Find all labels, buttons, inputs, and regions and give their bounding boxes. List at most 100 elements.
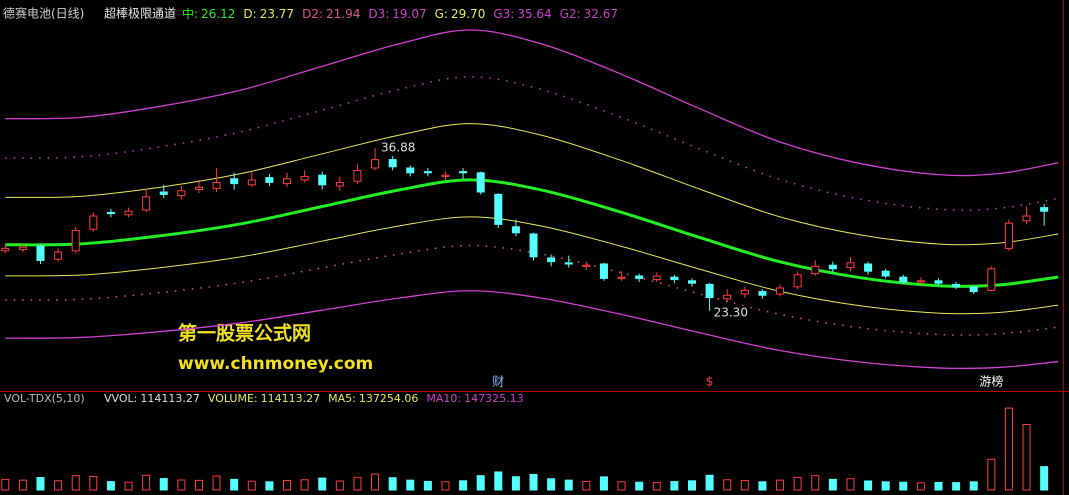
volume-bar <box>441 481 450 491</box>
candle-body <box>18 246 27 251</box>
candle-body <box>318 174 327 186</box>
volume-bar <box>952 482 961 491</box>
candle-body <box>388 159 397 168</box>
candle-body <box>811 265 820 275</box>
legend-value: 29.70 <box>451 7 485 21</box>
legend-value: 21.94 <box>326 7 360 21</box>
volume-bar <box>881 481 890 491</box>
candle-body <box>159 191 168 195</box>
candle-body <box>599 263 608 279</box>
volume-bar <box>459 480 468 491</box>
candle-body <box>758 291 767 296</box>
legend-value: 114113.27 <box>140 392 200 405</box>
volume-bar <box>353 476 362 491</box>
volume-bar <box>1022 423 1031 491</box>
volume-bar <box>547 478 556 491</box>
candle-body <box>406 167 415 174</box>
candle-body <box>494 193 503 225</box>
volume-bar <box>142 474 151 491</box>
candle-body <box>106 211 115 215</box>
candle-body <box>828 264 837 270</box>
band-line <box>5 178 1059 288</box>
volume-bar <box>828 478 837 491</box>
volume-bar <box>811 475 820 491</box>
band-line <box>5 76 1059 211</box>
candle-body <box>793 274 802 288</box>
low-label: 23.30 <box>714 305 748 319</box>
volume-bar <box>969 481 978 491</box>
legend-value: 147325.13 <box>464 392 524 405</box>
volume-bar <box>106 481 115 491</box>
volume-bar <box>18 479 27 491</box>
volume-bar <box>793 476 802 491</box>
legend-name: VOLUME: <box>208 392 258 405</box>
legend-value: 19.07 <box>392 7 426 21</box>
candle-body <box>1004 222 1013 249</box>
volume-bar <box>194 479 203 491</box>
candle-body <box>1 247 10 252</box>
volume-bar <box>335 480 344 491</box>
legend-value: 137254.06 <box>359 392 419 405</box>
volume-title: VOL-TDX(5,10) <box>4 392 85 405</box>
indicator-title: 超棒极限通道 <box>104 6 176 21</box>
volume-bar <box>230 478 239 491</box>
volume-bar <box>529 473 538 491</box>
candle-body <box>124 210 133 216</box>
volume-bar <box>300 479 309 491</box>
candle-body <box>899 276 908 283</box>
volume-bar <box>177 479 186 491</box>
volume-bar <box>1040 466 1049 491</box>
volume-bar <box>283 480 292 491</box>
legend-name: 中: <box>182 6 198 21</box>
watermark: 第一股票公式网 <box>178 322 311 345</box>
volume-bar <box>934 481 943 491</box>
legend-value: 35.64 <box>517 7 551 21</box>
event-marker: 财 <box>492 375 504 389</box>
candle-body <box>265 177 274 183</box>
candle-body <box>987 268 996 291</box>
candle-body <box>846 262 855 269</box>
legend-name: MA5: <box>328 392 356 405</box>
candle-body <box>617 276 626 279</box>
volume-bar <box>36 477 45 491</box>
volume-bar <box>494 471 503 491</box>
volume-bar <box>1004 407 1013 491</box>
candle-body <box>864 263 873 272</box>
candle-body <box>177 190 186 197</box>
candle-body <box>335 181 344 187</box>
stock-title: 德赛电池(日线) <box>3 6 84 21</box>
candle-body <box>547 257 556 263</box>
legend-name: D: <box>243 7 256 21</box>
volume-bar <box>846 478 855 491</box>
volume-bar <box>511 476 520 491</box>
volume-bar <box>687 480 696 491</box>
candle-body <box>723 294 732 300</box>
volume-bar <box>723 479 732 491</box>
volume-bar <box>758 481 767 491</box>
candle-body <box>582 264 591 267</box>
event-marker: 游榜 <box>979 374 1003 389</box>
event-marker: $ <box>706 375 714 389</box>
volume-bar <box>582 480 591 491</box>
legend-name: G: <box>435 7 448 21</box>
volume-bar <box>423 480 432 491</box>
volume-bar <box>71 475 80 491</box>
legend-name: D2: <box>302 7 323 21</box>
candle-body <box>881 270 890 277</box>
volume-bar <box>265 481 274 491</box>
watermark: www.chnmoney.com <box>178 354 373 374</box>
volume-bar <box>864 480 873 491</box>
volume-bar <box>776 479 785 491</box>
candle-body <box>1022 215 1031 222</box>
volume-bar <box>987 458 996 491</box>
candle-body <box>89 215 98 230</box>
volume-bar <box>89 475 98 491</box>
volume-bar <box>916 482 925 491</box>
candle-body <box>969 286 978 293</box>
candle-body <box>687 280 696 284</box>
legend-name: D3: <box>368 7 389 21</box>
candle-body <box>247 179 256 186</box>
candle-body <box>54 251 63 260</box>
volume-bar <box>388 477 397 491</box>
